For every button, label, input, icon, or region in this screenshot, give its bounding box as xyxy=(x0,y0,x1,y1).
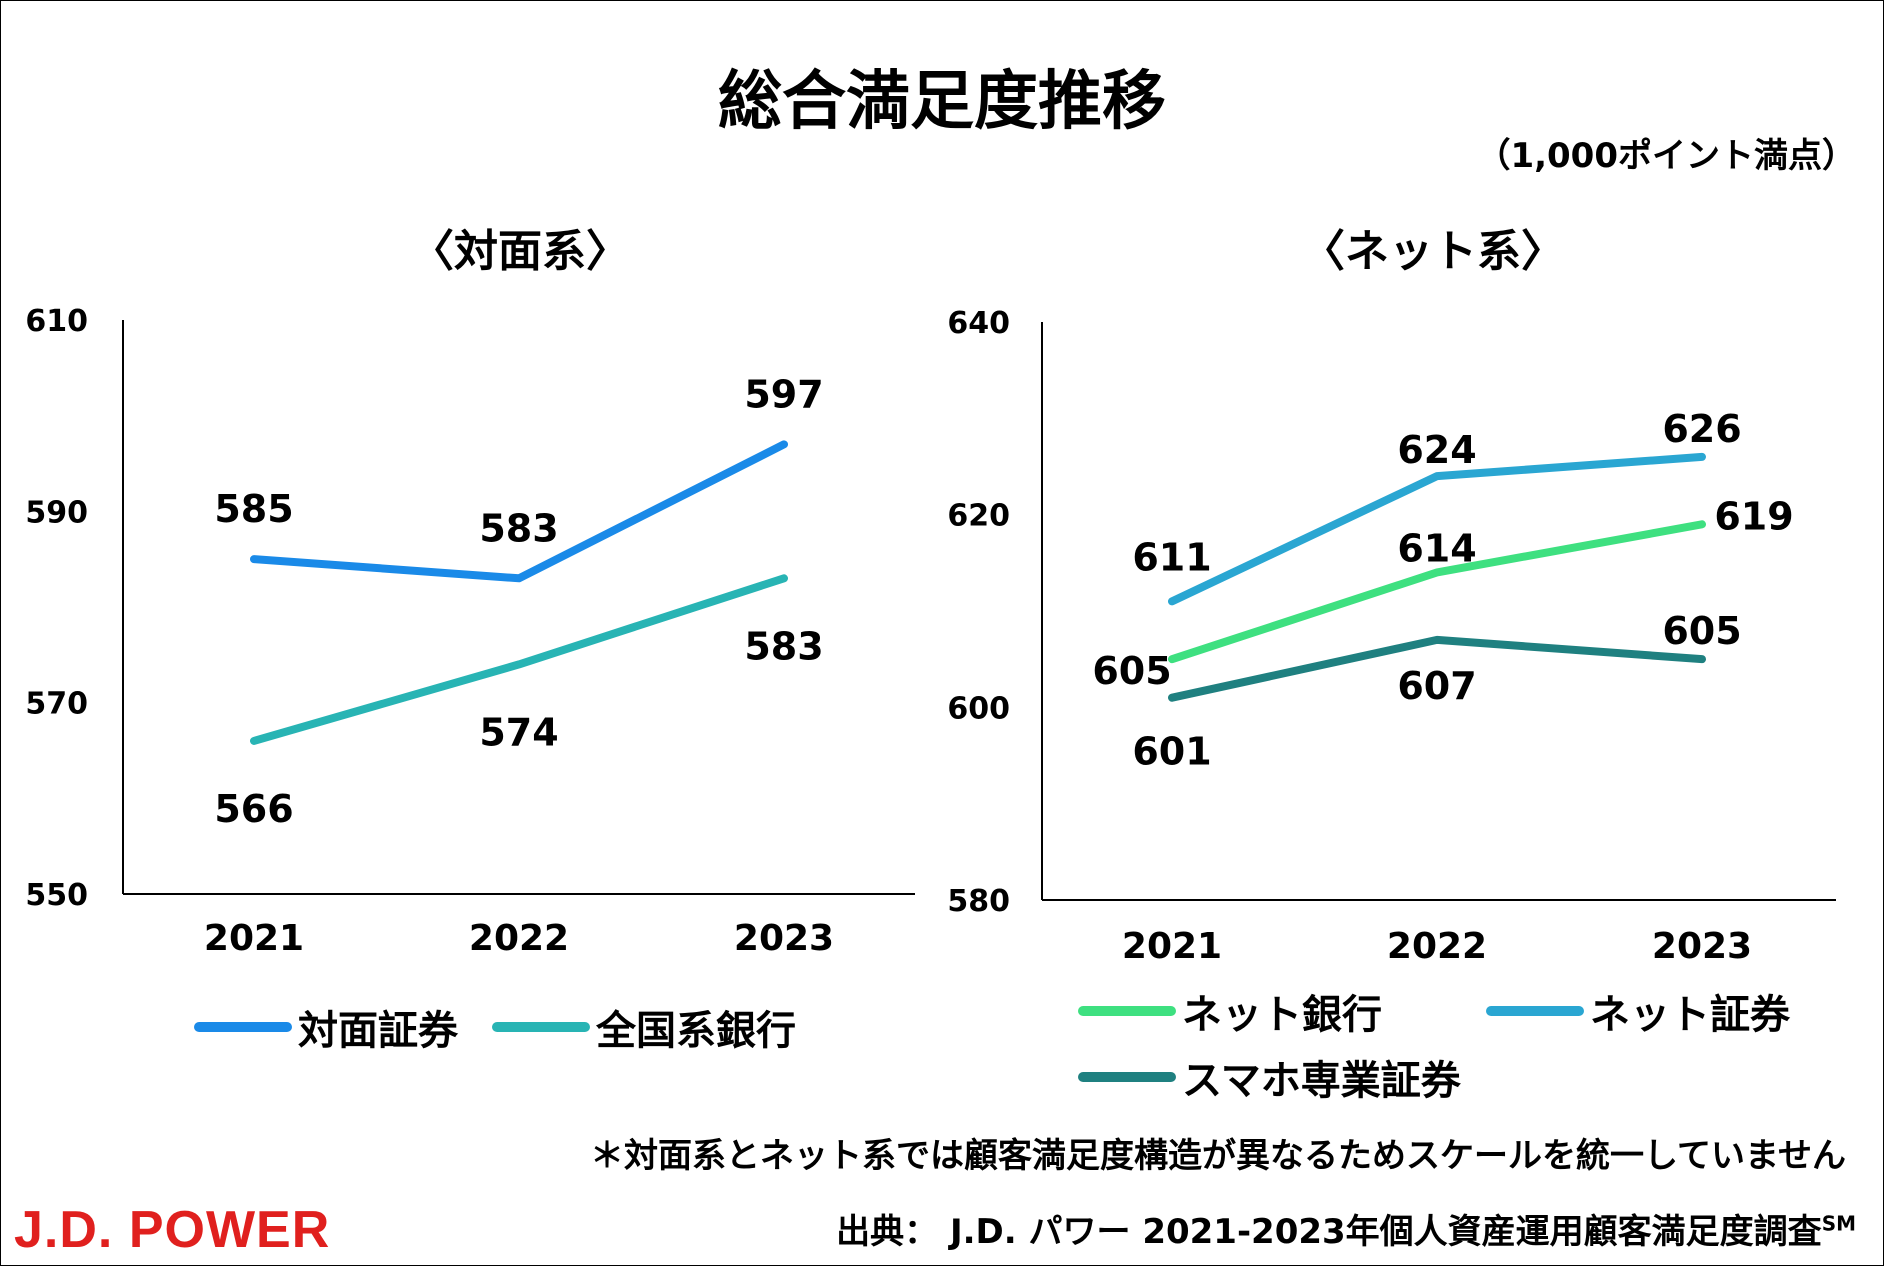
data-label: 626 xyxy=(1662,407,1741,451)
data-label: 611 xyxy=(1132,535,1211,579)
legend-label: 全国系銀行 xyxy=(596,1008,796,1054)
data-label: 566 xyxy=(214,787,293,831)
x-tick-label: 2021 xyxy=(204,918,304,959)
y-tick-label: 570 xyxy=(25,687,88,722)
data-label: 619 xyxy=(1714,494,1793,538)
left-chart-title: 〈対面系〉 xyxy=(410,226,630,277)
unit-note: （1,000ポイント満点） xyxy=(1476,136,1856,176)
legend-swatch xyxy=(1078,1072,1176,1082)
y-tick-label: 550 xyxy=(25,878,88,913)
series-line xyxy=(250,440,788,583)
legend-swatch xyxy=(194,1022,292,1032)
y-tick-label: 640 xyxy=(947,306,1010,341)
data-label: 585 xyxy=(214,487,293,531)
legend-item-zenkoku-ginko: 全国系銀行 xyxy=(492,998,796,1056)
source-prefix: 出典： xyxy=(836,1212,939,1252)
series-line xyxy=(1168,635,1706,702)
data-label: 574 xyxy=(479,710,558,754)
data-label: 605 xyxy=(1662,609,1741,653)
y-tick-label: 610 xyxy=(25,304,88,339)
left-plot: 550 570 590 610 2021 2022 2023 585 583 597 566 574 5… xyxy=(25,304,915,959)
data-label: 607 xyxy=(1397,664,1476,708)
jd-power-logo: J.D. POWER xyxy=(14,1201,331,1259)
data-label: 624 xyxy=(1397,428,1476,472)
y-tick-label: 590 xyxy=(25,495,88,530)
right-chart-title: 〈ネット系〉 xyxy=(1301,226,1565,277)
legend-swatch xyxy=(1486,1006,1584,1016)
x-tick-label: 2021 xyxy=(1122,926,1222,967)
legend-label: ネット証券 xyxy=(1590,992,1790,1038)
source-note: 出典： J.D. パワー 2021-2023年個人資産運用顧客満足度調査SM xyxy=(836,1204,1856,1253)
x-tick-label: 2023 xyxy=(734,918,834,959)
chart-title: 総合満足度推移 xyxy=(718,65,1166,139)
legend-swatch xyxy=(492,1022,590,1032)
legend-label: 対面証券 xyxy=(298,1008,458,1054)
legend-swatch xyxy=(1078,1006,1176,1016)
legend-item-smartphone-shoken: スマホ専業証券 xyxy=(1078,1048,1461,1106)
legend-item-taimen-shoken: 対面証券 xyxy=(194,998,458,1056)
x-tick-label: 2022 xyxy=(469,918,569,959)
legend-item-net-ginko: ネット銀行 xyxy=(1078,982,1382,1040)
x-tick-label: 2022 xyxy=(1387,926,1487,967)
y-tick-label: 620 xyxy=(947,499,1010,534)
data-label: 583 xyxy=(744,624,823,668)
series-line xyxy=(250,574,788,745)
legend-item-net-shoken: ネット証券 xyxy=(1486,982,1790,1040)
service-mark: SM xyxy=(1821,1211,1856,1236)
legend-label: スマホ専業証券 xyxy=(1182,1058,1461,1104)
data-label: 601 xyxy=(1132,730,1211,774)
footnote: ＊対面系とネット系では顧客満足度構造が異なるためスケールを統一していません xyxy=(590,1136,1846,1176)
right-plot: 580 600 620 640 2021 2022 2023 605 614 619 611 624 6… xyxy=(947,306,1836,967)
series-line xyxy=(1168,452,1706,606)
x-tick-label: 2023 xyxy=(1652,926,1752,967)
legend-label: ネット銀行 xyxy=(1182,992,1382,1038)
data-label: 614 xyxy=(1397,526,1476,570)
source-text: J.D. パワー 2021-2023年個人資産運用顧客満足度調査 xyxy=(949,1212,1822,1252)
data-label: 583 xyxy=(479,506,558,550)
y-tick-label: 580 xyxy=(947,884,1010,919)
series-line xyxy=(1168,520,1706,664)
data-label: 597 xyxy=(744,372,823,416)
data-label: 605 xyxy=(1092,649,1171,693)
y-tick-label: 600 xyxy=(947,691,1010,726)
